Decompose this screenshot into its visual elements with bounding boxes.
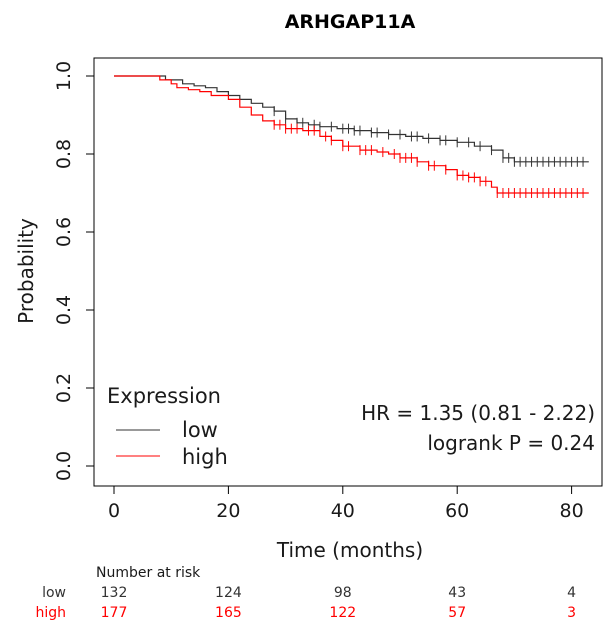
risk-table: Number at risk low 132 124 98 43 4 high 177 165 1… <box>35 565 576 621</box>
risk-table-header: Number at risk <box>96 565 201 581</box>
legend-title: Expression <box>107 384 221 408</box>
risk-row-label-low: low <box>42 585 66 601</box>
x-tick-label: 60 <box>445 500 469 522</box>
risk-row-label-high: high <box>35 605 66 621</box>
legend: Expression low high <box>107 384 228 469</box>
survival-curves <box>114 75 589 198</box>
legend-high-label: high <box>182 445 228 469</box>
logrank-p-text: logrank P = 0.24 <box>427 431 595 455</box>
risk-value-high: 122 <box>329 605 356 621</box>
risk-value-low: 43 <box>448 585 466 601</box>
y-axis-label: Probability <box>14 218 38 324</box>
x-tick-label: 40 <box>331 500 355 522</box>
survival-curve-high <box>114 75 589 194</box>
x-tick-label: 80 <box>560 500 584 522</box>
risk-value-low: 124 <box>215 585 242 601</box>
y-tick-label: 0.2 <box>53 373 75 403</box>
risk-value-low: 98 <box>334 585 352 601</box>
risk-value-low: 4 <box>567 585 576 601</box>
x-axis-label: Time (months) <box>276 538 423 562</box>
y-tick-label: 0.0 <box>53 451 75 481</box>
x-tick-label: 20 <box>216 500 240 522</box>
y-axis: 0.0 0.2 0.4 0.6 0.8 1.0 <box>53 61 95 481</box>
survival-curve-low <box>114 75 589 163</box>
x-axis: 0 20 40 60 80 <box>108 485 584 522</box>
chart-title: ARHGAP11A <box>285 11 416 33</box>
hazard-ratio-text: HR = 1.35 (0.81 - 2.22) <box>361 401 595 425</box>
risk-value-high: 3 <box>567 605 576 621</box>
y-tick-label: 1.0 <box>53 61 75 91</box>
y-tick-label: 0.6 <box>53 217 75 247</box>
risk-value-low: 132 <box>101 585 128 601</box>
risk-value-high: 165 <box>215 605 242 621</box>
legend-low-label: low <box>182 418 218 442</box>
x-tick-label: 0 <box>108 500 120 522</box>
y-tick-label: 0.8 <box>53 139 75 169</box>
y-tick-label: 0.4 <box>53 295 75 325</box>
risk-value-high: 57 <box>448 605 466 621</box>
risk-value-high: 177 <box>101 605 128 621</box>
